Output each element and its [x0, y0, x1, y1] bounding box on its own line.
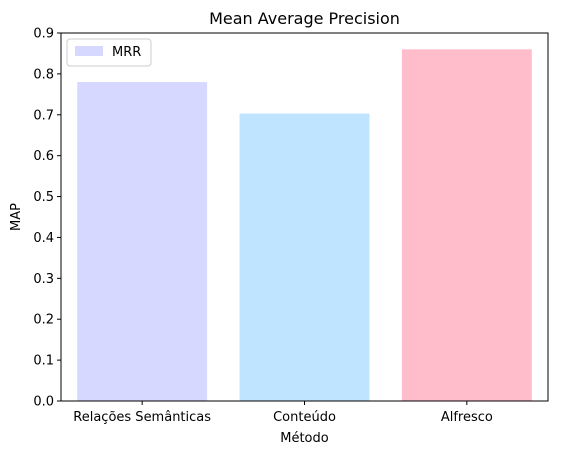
y-tick-label: 0.8	[33, 67, 54, 82]
y-axis-label: MAP	[9, 203, 24, 231]
y-tick-label: 0.6	[33, 149, 54, 164]
x-axis: Relações Semânticas Conteúdo Alfresco	[73, 401, 493, 425]
x-tick-label: Relações Semânticas	[73, 410, 211, 425]
y-tick-label: 0.1	[33, 354, 54, 369]
legend-swatch	[75, 46, 103, 56]
y-tick-label: 0.4	[33, 231, 54, 246]
x-axis-label: Método	[280, 431, 329, 446]
y-tick-label: 0.2	[33, 313, 54, 328]
legend-box	[66, 38, 152, 67]
legend: MRR	[66, 38, 152, 67]
bar-1	[239, 113, 370, 401]
y-axis: 0.0 0.1 0.2 0.3 0.4 0.5 0.6 0.7 0.8 0.9	[33, 27, 61, 410]
x-tick-label: Alfresco	[441, 410, 493, 425]
x-tick-label: Conteúdo	[273, 410, 336, 425]
bars-layer	[77, 49, 532, 402]
y-tick-label: 0.7	[33, 108, 54, 123]
y-tick-label: 0.5	[33, 190, 54, 205]
y-tick-label: 0.9	[33, 27, 54, 42]
bar-2	[401, 49, 532, 401]
legend-label: MRR	[112, 45, 141, 60]
chart-title: Mean Average Precision	[209, 9, 400, 28]
y-tick-label: 0.3	[33, 272, 54, 287]
bar-0	[77, 82, 208, 402]
y-tick-label: 0.0	[33, 395, 54, 410]
